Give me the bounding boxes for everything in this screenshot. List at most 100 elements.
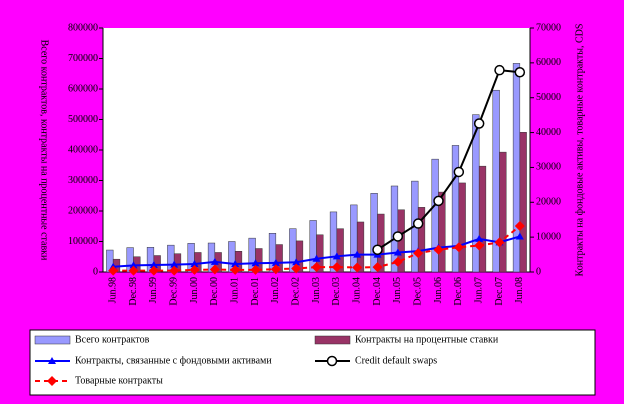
bar [458, 182, 466, 273]
bar [519, 132, 527, 273]
x-tick-label: Dec.01 [250, 277, 261, 306]
marker [515, 232, 524, 240]
marker [392, 231, 404, 242]
bar [451, 145, 460, 273]
marker [292, 258, 301, 266]
marker [108, 265, 119, 276]
x-tick-label: Dec.05 [412, 277, 423, 306]
legend-label: Контракты, связанные с фондовыми активам… [75, 355, 272, 366]
legend-label: Всего контрактов [75, 334, 150, 345]
marker [291, 263, 302, 274]
x-tick-label: Dec.98 [128, 277, 139, 306]
marker [210, 257, 219, 265]
bar [377, 213, 385, 273]
legend-swatch [314, 335, 351, 345]
y-tick-label: 600000 [68, 83, 98, 94]
marker [230, 264, 241, 275]
marker [372, 262, 383, 273]
bar [478, 165, 487, 273]
y2-tick-label: 30000 [536, 162, 561, 173]
legend-swatch [34, 335, 71, 345]
line [113, 225, 521, 272]
x-tick-label: Jun.98 [107, 277, 118, 303]
marker [453, 242, 464, 253]
marker [270, 264, 281, 275]
bar [336, 228, 344, 273]
bar [275, 244, 283, 273]
bar [370, 193, 378, 273]
marker [311, 262, 322, 273]
x-tick-label: Jun.07 [473, 277, 484, 303]
marker [129, 261, 138, 269]
x-tick-label: Dec.07 [494, 277, 505, 306]
marker [372, 244, 383, 255]
marker [128, 265, 139, 276]
x-tick-label: Jun.03 [311, 277, 322, 303]
marker [250, 264, 261, 275]
legend [29, 329, 596, 396]
y-tick-label: 700000 [68, 53, 98, 64]
marker [148, 265, 159, 276]
legend-label: Контракты на процентные ставки [355, 334, 499, 345]
y2-tick-label: 10000 [536, 231, 561, 242]
x-tick-label: Jun.06 [433, 277, 444, 303]
legend-marker [47, 376, 57, 386]
bar [417, 207, 426, 273]
marker [190, 259, 199, 267]
legend-marker [48, 357, 56, 364]
y-tick-label: 500000 [68, 114, 98, 125]
marker [453, 166, 465, 178]
y2-tick-label: 0 [536, 266, 541, 277]
legend-marker [326, 355, 338, 367]
bar [438, 191, 446, 273]
bar [512, 63, 521, 273]
legend-label: Товарные контракты [75, 375, 163, 386]
y-tick-label: 400000 [68, 144, 98, 155]
marker [473, 118, 485, 129]
marker [169, 265, 180, 276]
bar [295, 240, 304, 273]
marker [231, 259, 240, 267]
marker [514, 67, 526, 78]
marker [352, 262, 363, 273]
y-tick-label: 100000 [68, 236, 98, 247]
marker [331, 262, 342, 273]
bar [431, 158, 439, 273]
marker [170, 260, 179, 268]
bar [356, 221, 365, 273]
marker [251, 259, 260, 267]
bar [316, 234, 324, 273]
x-tick-label: Jun.04 [351, 277, 362, 303]
marker [433, 244, 444, 255]
y-tick-label: 800000 [68, 22, 98, 33]
x-tick-label: Jun.02 [270, 277, 281, 303]
y2-tick-label: 40000 [536, 127, 561, 138]
y2-tick-label: 20000 [536, 197, 561, 208]
marker [392, 256, 403, 267]
y-tick-label: 200000 [68, 205, 98, 216]
x-tick-label: Dec.99 [168, 277, 179, 306]
y-axis-title: Всего контрактов, контракты на процентны… [39, 40, 50, 261]
x-tick-label: Jun.99 [148, 277, 159, 303]
marker [474, 240, 485, 251]
x-tick-label: Dec.04 [372, 277, 383, 306]
marker [189, 264, 200, 275]
marker [353, 250, 362, 258]
x-tick-label: Dec.06 [453, 277, 464, 306]
y-tick-label: 300000 [68, 175, 98, 186]
marker [475, 234, 484, 242]
y2-tick-label: 60000 [536, 57, 561, 68]
x-tick-label: Dec.03 [331, 277, 342, 306]
bar [499, 151, 507, 273]
x-tick-label: Dec.00 [209, 277, 220, 306]
x-tick-label: Jun.01 [229, 277, 240, 303]
y2-tick-label: 50000 [536, 92, 561, 103]
marker [209, 264, 220, 275]
marker [332, 252, 341, 260]
bar [329, 211, 338, 273]
bar [350, 204, 358, 273]
marker [494, 237, 505, 248]
marker [412, 218, 424, 229]
x-tick-label: Jun.00 [189, 277, 200, 303]
